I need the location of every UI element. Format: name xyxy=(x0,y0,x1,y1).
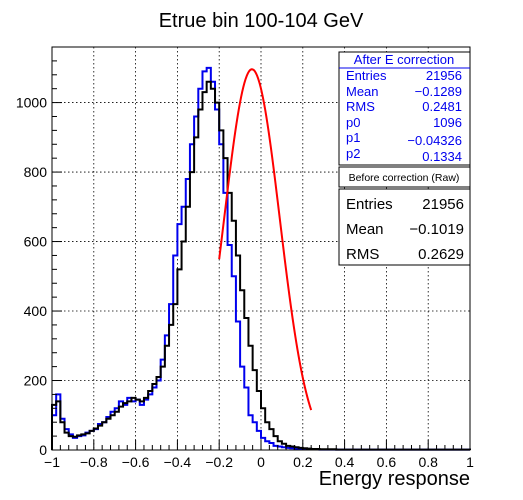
x-tick-label: −0.8 xyxy=(80,454,108,470)
stats-before-title: Before correction (Raw) xyxy=(349,172,460,184)
gaussian-fit-curve xyxy=(219,69,311,410)
stats-before-label-entries: Entries xyxy=(346,196,393,213)
y-tick-label: 200 xyxy=(24,373,48,389)
stats-before-label-mean: Mean xyxy=(346,221,384,238)
x-tick-label: 0 xyxy=(257,454,265,470)
chart-title: Etrue bin 100-104 GeV xyxy=(159,10,364,32)
stats-before-label-rms: RMS xyxy=(346,246,379,263)
stats-after-label-entries: Entries xyxy=(346,68,387,83)
y-tick-label: 600 xyxy=(24,234,48,250)
stats-after-value-mean: −0.1289 xyxy=(415,84,462,99)
stats-after-value-p2: 0.1334 xyxy=(422,149,462,164)
stats-after-value-entries: 21956 xyxy=(426,68,462,83)
y-tick-label: 800 xyxy=(24,164,48,180)
fit-curve-layer xyxy=(219,69,311,410)
stats-after-label-mean: Mean xyxy=(346,84,379,99)
stats-before-value-entries: 21956 xyxy=(422,196,464,213)
stats-after-label-p2: p2 xyxy=(346,146,360,161)
stats-after-title: After E correction xyxy=(354,52,454,67)
stats-after-label-p1: p1 xyxy=(346,130,360,145)
stats-box-after-correction: After E correction Entries 21956 Mean −0… xyxy=(339,52,470,165)
x-axis-title: Energy response xyxy=(319,468,470,490)
x-tick-label: −0.6 xyxy=(122,454,150,470)
x-tick-label: −0.4 xyxy=(164,454,192,470)
y-tick-label: 1000 xyxy=(16,95,47,111)
stats-after-value-rms: 0.2481 xyxy=(422,99,462,114)
stats-after-label-p0: p0 xyxy=(346,115,360,130)
stats-before-value-mean: −0.1019 xyxy=(409,221,464,238)
x-tick-label: 0.2 xyxy=(293,454,313,470)
stats-after-value-p1: −0.04326 xyxy=(407,133,462,148)
stats-after-value-p0: 1096 xyxy=(433,115,462,130)
stats-before-value-rms: 0.2629 xyxy=(418,246,464,263)
x-tick-label: −0.2 xyxy=(205,454,233,470)
y-tick-label: 0 xyxy=(39,442,47,458)
stats-after-label-rms: RMS xyxy=(346,99,375,114)
y-tick-label: 400 xyxy=(24,303,48,319)
stats-box-before-correction: Before correction (Raw) Entries 21956 Me… xyxy=(339,167,470,265)
